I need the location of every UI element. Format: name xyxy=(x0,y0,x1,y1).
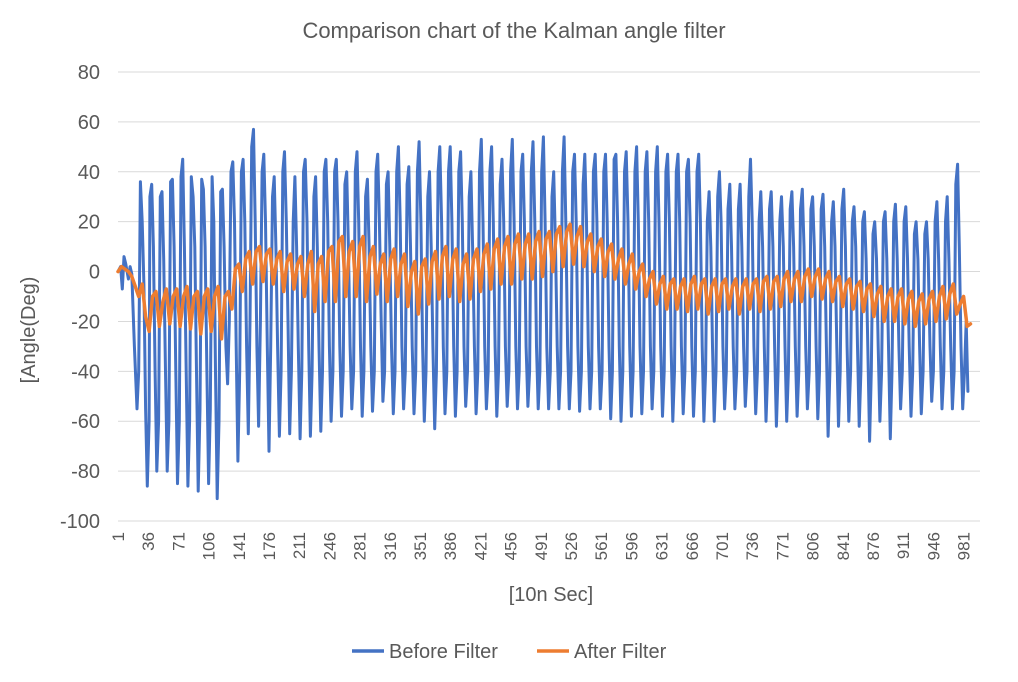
x-tick-label: 736 xyxy=(743,532,762,560)
x-tick-label: 316 xyxy=(381,532,400,560)
y-tick-label: -100 xyxy=(60,511,100,533)
x-tick-label: 141 xyxy=(230,532,249,560)
y-tick-label: -80 xyxy=(71,461,100,483)
series-line-after-filter xyxy=(116,222,973,341)
y-tick-label: 40 xyxy=(78,162,100,184)
y-tick-label: -60 xyxy=(71,411,100,433)
x-tick-label: 71 xyxy=(169,532,188,551)
x-tick-label: 421 xyxy=(471,532,490,560)
x-tick-label: 351 xyxy=(411,532,430,560)
x-tick-label: 911 xyxy=(894,532,913,559)
x-tick-label: 771 xyxy=(773,532,792,560)
x-tick-label: 561 xyxy=(592,532,611,560)
x-tick-label: 981 xyxy=(955,532,974,560)
y-tick-label: 0 xyxy=(89,262,100,284)
x-tick-label: 211 xyxy=(290,532,309,559)
x-tick-label: 701 xyxy=(713,532,732,560)
x-tick-label: 666 xyxy=(683,532,702,560)
x-tick-label: 596 xyxy=(622,532,641,560)
x-tick-label: 526 xyxy=(562,532,581,560)
y-tick-label: 20 xyxy=(78,212,100,234)
x-tick-label: 281 xyxy=(351,532,370,560)
chart-title: Comparison chart of the Kalman angle fil… xyxy=(302,18,725,43)
series-line-before-filter xyxy=(116,127,970,501)
y-axis-tick-labels: 80 60 40 20 0 -20 -40 -60 -80 -100 xyxy=(60,62,100,533)
legend: Before Filter After Filter xyxy=(352,641,667,663)
series-lines xyxy=(116,127,973,501)
legend-before-filter-label: Before Filter xyxy=(389,641,498,663)
y-tick-label: -40 xyxy=(71,361,100,383)
y-tick-label: 60 xyxy=(78,112,100,134)
x-tick-label: 456 xyxy=(502,532,521,560)
x-axis-tick-labels: 1 36 71 106 141 176 211 246 281 316 351 386 421 456 49… xyxy=(109,532,974,560)
x-axis-label: [10n Sec] xyxy=(509,584,594,606)
x-tick-label: 631 xyxy=(653,532,672,560)
legend-after-filter-label: After Filter xyxy=(574,641,667,663)
x-tick-label: 386 xyxy=(441,532,460,560)
x-tick-label: 106 xyxy=(200,532,219,560)
y-tick-label: 80 xyxy=(78,62,100,84)
x-tick-label: 246 xyxy=(320,532,339,560)
x-tick-label: 806 xyxy=(804,532,823,560)
x-tick-label: 176 xyxy=(260,532,279,560)
y-tick-label: -20 xyxy=(71,311,100,333)
x-tick-label: 946 xyxy=(924,532,943,560)
x-tick-label: 491 xyxy=(532,532,551,560)
y-axis-label: [Angle(Deg) xyxy=(18,277,40,384)
x-tick-label: 876 xyxy=(864,532,883,560)
x-tick-label: 1 xyxy=(109,532,128,541)
x-tick-label: 36 xyxy=(139,532,158,551)
x-tick-label: 841 xyxy=(834,532,853,560)
